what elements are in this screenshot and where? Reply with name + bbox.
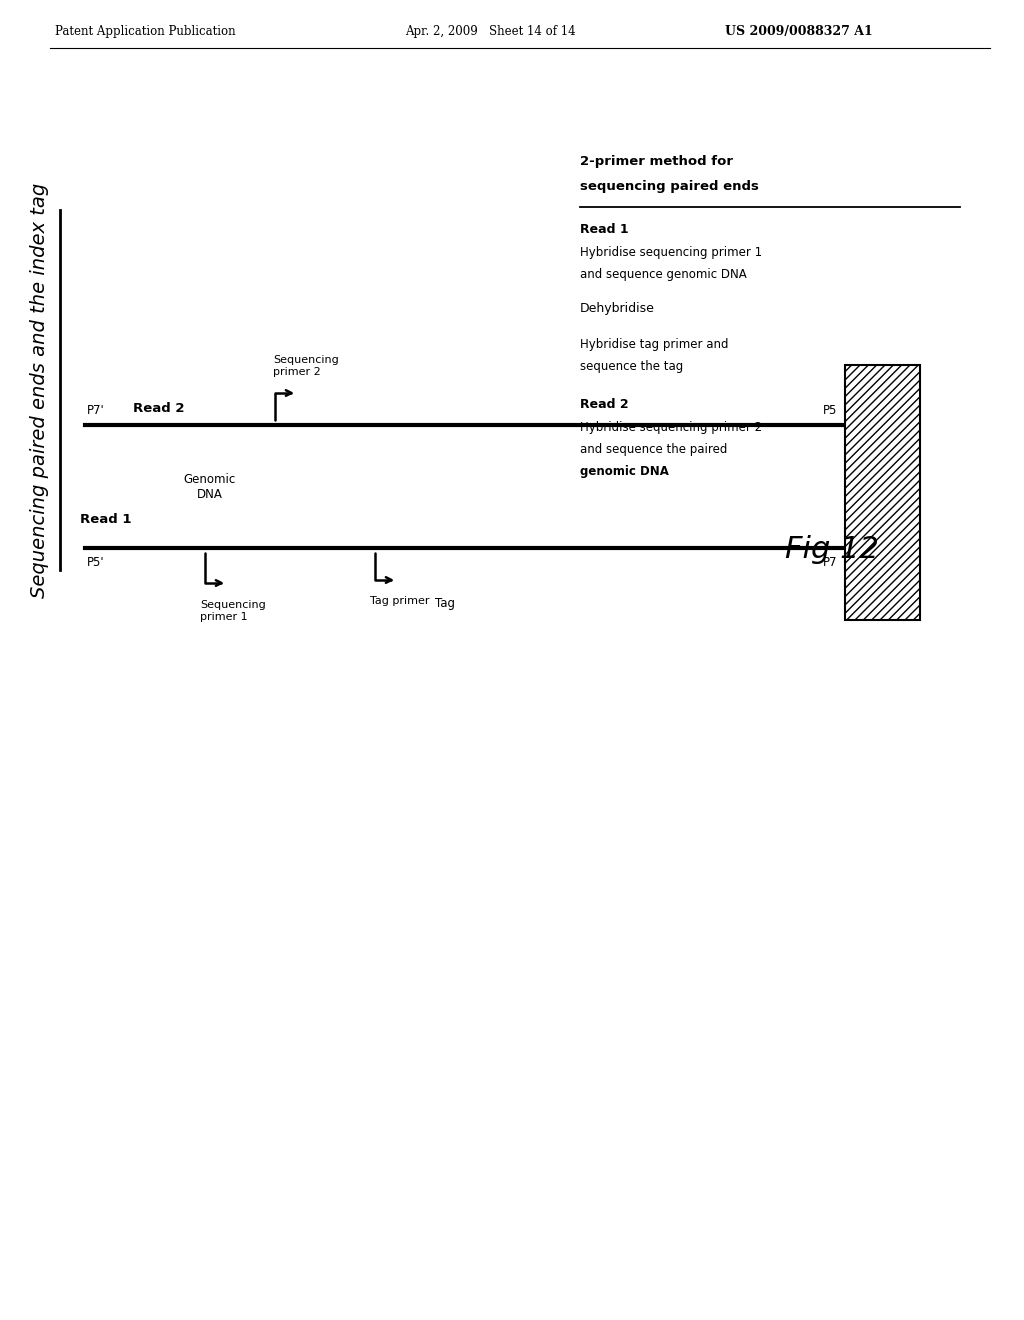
Text: 2-primer method for: 2-primer method for: [580, 154, 733, 168]
Text: Tag primer: Tag primer: [370, 597, 429, 606]
Text: and sequence the paired: and sequence the paired: [580, 444, 727, 455]
Text: Apr. 2, 2009   Sheet 14 of 14: Apr. 2, 2009 Sheet 14 of 14: [406, 25, 575, 38]
Text: Sequencing
primer 1: Sequencing primer 1: [200, 601, 266, 622]
Text: US 2009/0088327 A1: US 2009/0088327 A1: [725, 25, 872, 38]
Text: Read 2: Read 2: [133, 403, 184, 414]
Text: P5': P5': [87, 556, 104, 569]
Text: Read 1: Read 1: [580, 223, 629, 236]
Bar: [845, 366, 920, 620]
Text: Hybridise sequencing primer 2: Hybridise sequencing primer 2: [580, 421, 762, 434]
Text: Sequencing paired ends and the index tag: Sequencing paired ends and the index tag: [31, 182, 49, 598]
Text: P7: P7: [822, 556, 837, 569]
Text: Read 1: Read 1: [80, 513, 131, 525]
Text: Fig 12: Fig 12: [785, 535, 879, 564]
Text: Patent Application Publication: Patent Application Publication: [55, 25, 236, 38]
Text: Genomic
DNA: Genomic DNA: [184, 473, 237, 500]
Text: Hybridise tag primer and: Hybridise tag primer and: [580, 338, 728, 351]
Text: Dehybridise: Dehybridise: [580, 302, 655, 315]
Text: and sequence genomic DNA: and sequence genomic DNA: [580, 268, 746, 281]
Text: sequencing paired ends: sequencing paired ends: [580, 180, 759, 193]
Text: Read 2: Read 2: [580, 399, 629, 411]
Text: genomic DNA: genomic DNA: [580, 465, 669, 478]
Text: P5: P5: [822, 404, 837, 417]
Text: sequence the tag: sequence the tag: [580, 360, 683, 374]
Text: P7': P7': [87, 404, 104, 417]
Text: Hybridise sequencing primer 1: Hybridise sequencing primer 1: [580, 246, 762, 259]
Text: Sequencing
primer 2: Sequencing primer 2: [273, 355, 339, 378]
Text: Tag: Tag: [435, 597, 455, 610]
